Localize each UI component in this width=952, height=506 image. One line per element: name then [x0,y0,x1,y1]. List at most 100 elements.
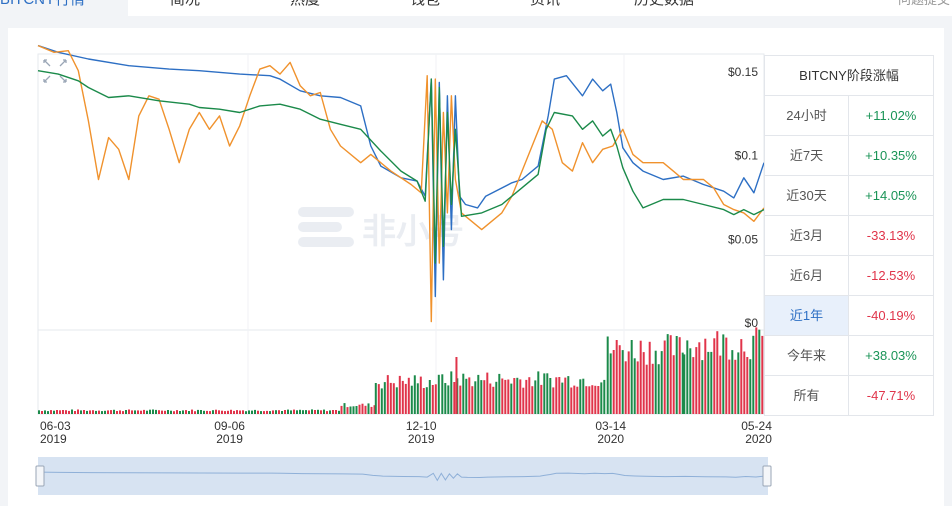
period-label: 今年来 [765,336,849,375]
volume-bar [239,410,241,414]
volume-bar [468,377,471,414]
volume-bar [531,386,534,414]
volume-bar [161,410,163,414]
tab-news[interactable]: 资讯 [530,0,560,9]
volume-bar [44,410,46,414]
volume-bar [206,410,208,414]
volume-bar [335,410,337,414]
volume-bar [740,339,743,414]
period-row[interactable]: 24小时 +11.02% [765,96,934,136]
volume-bar [242,410,244,414]
volume-bar [194,411,196,414]
tab-bar: BITCNY行情 简况 热度 钱包 资讯 历史数据 问题提交 [0,0,952,16]
volume-bar [299,409,301,414]
volume-bar [314,410,316,414]
volume-bar [603,379,606,414]
volume-bar [176,410,178,414]
volume-bar [570,387,573,414]
volume-bar [370,406,373,414]
volume-bar [338,410,340,414]
volume-bar [462,373,465,414]
volume-bar [230,409,232,414]
period-row[interactable]: 近30天 +14.05% [765,176,934,216]
volume-bar [349,406,352,414]
volume-bar [59,410,61,414]
volume-bar [218,410,220,414]
tab-heat[interactable]: 热度 [290,0,320,9]
volume-bar [453,382,456,414]
volume-bar [624,361,627,414]
volume-bar [437,374,440,414]
volume-bar [128,409,130,414]
volume-bar [648,341,651,414]
period-row[interactable]: 今年来 +38.03% [765,336,934,376]
tab-market[interactable]: BITCNY行情 [0,0,85,9]
volume-bar [272,410,274,414]
volume-bar [516,377,519,414]
volume-bar [107,410,109,414]
volume-bar [455,357,458,414]
volume-bar [110,410,112,414]
volume-bar [642,352,645,414]
period-row[interactable]: 近7天 +10.35% [765,136,934,176]
x-tick-date: 05-24 [741,419,772,433]
volume-bar [459,385,462,414]
volume-bar [549,378,552,414]
volume-bar [692,357,695,414]
volume-bar [591,385,594,414]
volume-bar [543,373,546,414]
navigator-left-handle[interactable] [35,465,45,487]
period-row[interactable]: 近3月 -33.13% [765,216,934,256]
volume-bar [525,379,528,414]
feedback-link[interactable]: 问题提交 [898,0,950,9]
volume-bar [431,385,434,414]
volume-bar [86,410,88,414]
expand-icon[interactable] [43,59,67,83]
volume-bar [582,378,585,414]
period-value: -47.71% [866,388,916,403]
volume-bar [140,410,142,414]
period-label: 近7天 [765,136,849,175]
volume-bar [83,410,85,414]
volume-bar [465,378,468,414]
volume-bar [573,385,576,414]
x-tick-year: 2020 [597,432,624,446]
period-row[interactable]: 近1年 -40.19% [765,296,934,336]
period-row[interactable]: 所有 -47.71% [765,376,934,416]
navigator-right-handle[interactable] [762,465,772,487]
volume-bar [200,410,202,414]
volume-bar [233,410,235,414]
y-tick-label: $0 [745,316,759,330]
volume-bar [95,410,97,414]
volume-bar [224,411,226,414]
volume-bar [38,410,40,414]
volume-bar [383,382,386,414]
y-axis-labels: $0.15 $0.1 $0.05 $0 [728,65,758,330]
range-navigator[interactable] [35,457,772,495]
volume-bar [374,383,377,414]
volume-bar [302,410,304,414]
volume-bar [164,410,166,414]
volume-bar [621,350,624,414]
volume-bar [716,331,719,414]
volume-bar [311,409,313,414]
period-label: 近1年 [765,296,849,335]
period-row[interactable]: 近6月 -12.53% [765,256,934,296]
tab-wallet[interactable]: 钱包 [410,0,440,9]
volume-bar [413,375,416,414]
volume-bar [355,406,358,414]
y-tick-label: $0.1 [735,149,759,163]
volume-bar [669,335,672,414]
volume-bar [450,371,453,414]
volume-bar [480,380,483,414]
x-tick-date: 12-10 [406,419,437,433]
volume-bar [689,348,692,414]
volume-bar [254,409,256,414]
volume-bar [380,388,383,414]
volume-bar [555,377,558,414]
volume-bar [444,383,447,414]
volume-bar [119,410,121,414]
tab-history[interactable]: 历史数据 [634,0,694,9]
tab-overview[interactable]: 简况 [170,0,200,9]
